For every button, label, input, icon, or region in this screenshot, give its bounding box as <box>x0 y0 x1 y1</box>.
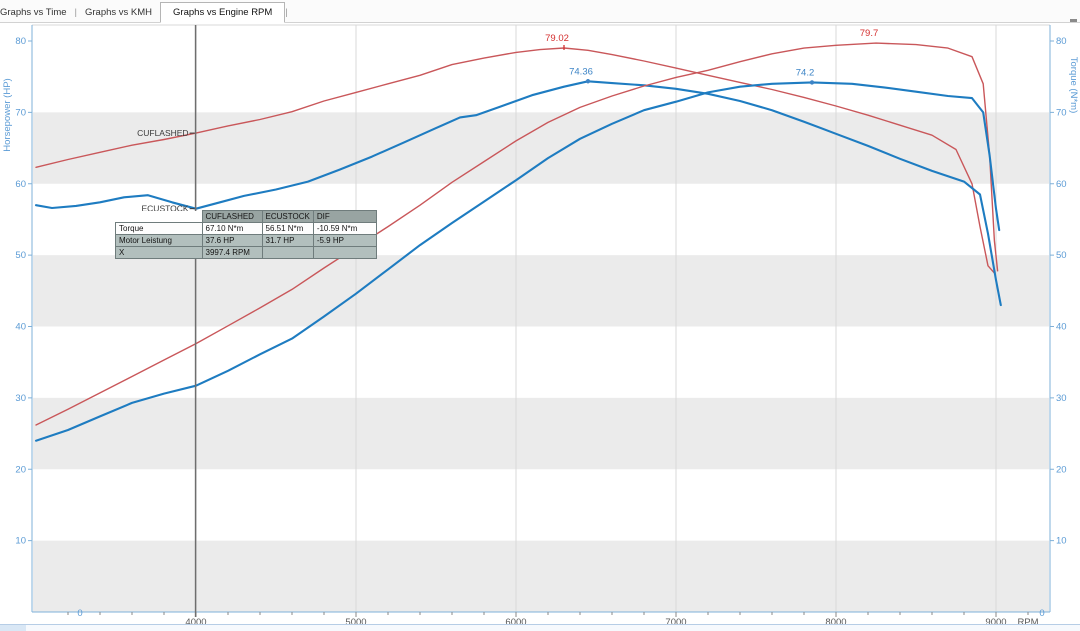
table-cell <box>312 246 377 259</box>
y-left-label-80: 80 <box>15 36 26 47</box>
y-right-label-30: 30 <box>1056 393 1067 404</box>
peak-label-79.7: 79.7 <box>860 28 879 39</box>
y-right-label-60: 60 <box>1056 179 1067 190</box>
peak-label-74.36: 74.36 <box>569 66 593 77</box>
curve-cuflashed_power[interactable] <box>35 42 999 426</box>
x-tick-label-8000: 8000 <box>825 617 846 628</box>
table-row-x: X 3997.4 RPM <box>115 246 377 259</box>
y-axis-right-title: Torque (N*m) <box>1068 57 1079 114</box>
band-0-10 <box>33 540 1049 612</box>
table-cell: 37.6 HP <box>201 234 263 247</box>
x-tick-label-4000: 4000 <box>185 617 206 628</box>
window-bottom-strip <box>0 624 1080 631</box>
tab-bar: Graphs vs Time | Graphs vs KMH Graphs vs… <box>0 0 1080 23</box>
table-cell: 31.7 HP <box>261 234 314 247</box>
y-left-label-10: 10 <box>15 536 26 547</box>
band-20-30 <box>33 397 1049 470</box>
table-row-torque: Torque 67.10 N*m 56.51 N*m -10.59 N*m <box>115 222 377 235</box>
y-right-zero-label: 0 <box>1039 608 1044 619</box>
band-60-70 <box>33 112 1049 184</box>
cursor-series-label: CUFLASHED <box>137 128 188 138</box>
table-cell: 67.10 N*m <box>201 222 263 235</box>
window-corner-box <box>0 625 26 631</box>
table-cell: -10.59 N*m <box>312 222 377 235</box>
y-left-label-40: 40 <box>15 322 26 333</box>
curve-ecustock_power[interactable] <box>34 81 1001 442</box>
table-header-cuflashed: CUFLASHED <box>201 210 263 223</box>
curve-ecustock_torque[interactable] <box>34 80 1002 307</box>
y-right-label-10: 10 <box>1056 536 1067 547</box>
table-header-blank <box>115 210 202 223</box>
tab-graphs-vs-kmh[interactable]: Graphs vs KMH <box>85 7 153 18</box>
peak-label-79.02: 79.02 <box>545 33 569 44</box>
table-cell: -5.9 HP <box>312 234 377 247</box>
peak-marker-dot <box>809 80 815 85</box>
tab-separator: | <box>74 7 77 18</box>
y-axis-left-title: Horsepower (HP) <box>2 78 13 151</box>
cursor-data-table: CUFLASHED ECUSTOCK DIF Torque 67.10 N*m 56.51… <box>115 210 377 259</box>
y-left-label-60: 60 <box>15 179 26 190</box>
table-row-motor-leistung: Motor Leistung 37.6 HP 31.7 HP -5.9 HP <box>115 234 377 247</box>
table-cell: 56.51 N*m <box>261 222 314 235</box>
peak-marker-dot <box>585 79 591 84</box>
band-40-50 <box>33 255 1049 327</box>
table-cell: Motor Leistung <box>115 234 203 247</box>
y-right-label-80: 80 <box>1056 36 1067 47</box>
x-tick-label-5000: 5000 <box>345 617 366 628</box>
y-left-label-30: 30 <box>15 393 26 404</box>
table-cell: X <box>115 246 203 259</box>
window-resize-mark <box>1070 19 1077 22</box>
y-left-label-50: 50 <box>15 250 26 261</box>
x-tick-label-9000: 9000 <box>985 617 1006 628</box>
y-left-label-20: 20 <box>15 464 26 475</box>
peak-label-74.2: 74.2 <box>796 67 815 78</box>
y-right-label-70: 70 <box>1056 107 1067 118</box>
tab-graphs-vs-engine-rpm[interactable]: Graphs vs Engine RPM <box>160 2 286 23</box>
y-right-label-40: 40 <box>1056 322 1067 333</box>
table-header-dif: DIF <box>312 210 377 223</box>
table-header-ecustock: ECUSTOCK <box>261 210 314 223</box>
x-tick-label-7000: 7000 <box>665 617 686 628</box>
cursor-series-label: _ECUSTOCK <box>136 204 189 214</box>
tab-graphs-vs-time[interactable]: Graphs vs Time <box>0 7 67 18</box>
x-axis-unit-label: RPM <box>1017 617 1038 628</box>
y-left-label-70: 70 <box>15 107 26 118</box>
table-cell: 3997.4 RPM <box>201 246 263 259</box>
table-cell: Torque <box>115 222 203 235</box>
y-right-label-50: 50 <box>1056 250 1067 261</box>
y-right-label-20: 20 <box>1056 464 1067 475</box>
x-tick-label-6000: 6000 <box>505 617 526 628</box>
y-left-zero-label: 0 <box>77 608 82 619</box>
tab-separator: | <box>285 7 288 18</box>
table-cell <box>261 246 314 259</box>
